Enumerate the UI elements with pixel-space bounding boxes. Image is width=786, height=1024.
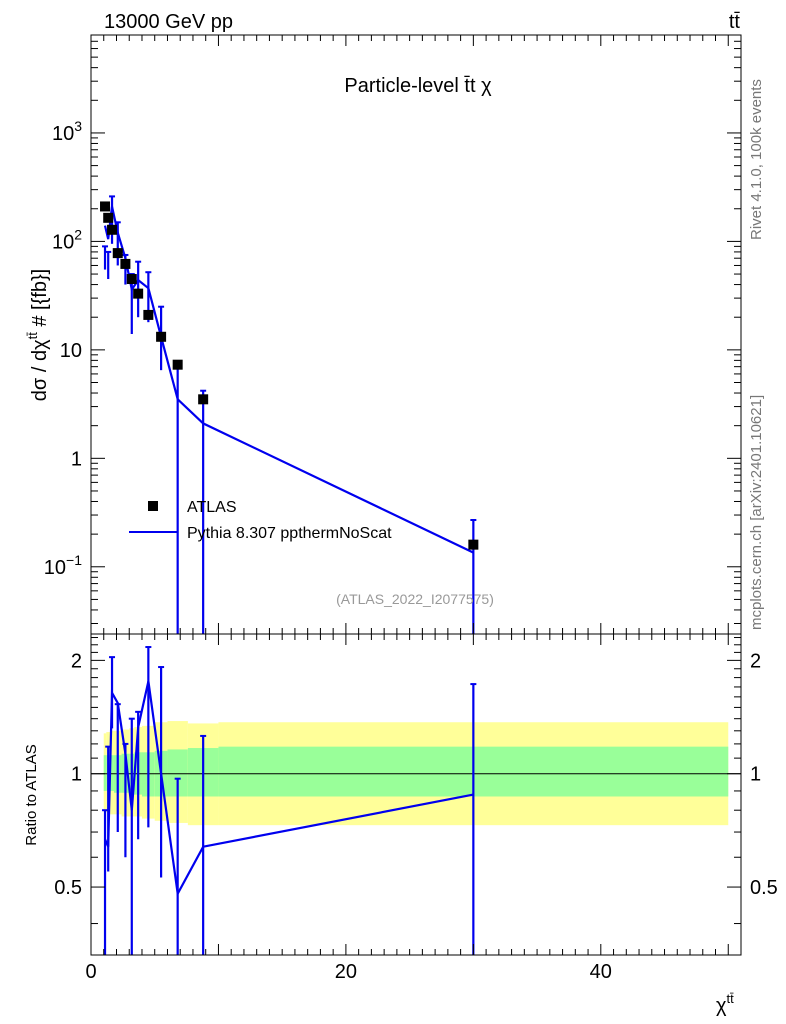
ratio-y-tick-label: 0.5 <box>54 877 82 899</box>
main-y-tick-label: 1 <box>71 448 82 470</box>
atlas-data-point <box>112 248 123 259</box>
ratio-y-tick-label-right: 2 <box>750 650 761 672</box>
x-tick-label: 40 <box>590 961 612 983</box>
main-y-tick-label: 10−1 <box>44 552 82 579</box>
main-y-axis-title: dσ / dχtt̄ # [{fb}] <box>25 269 51 401</box>
atlas-data-point <box>103 212 114 223</box>
ratio-band-inner-bin <box>167 749 188 797</box>
legend-atlas-label: ATLAS <box>187 499 237 516</box>
atlas-data-point <box>172 359 183 370</box>
atlas-data-point <box>120 258 131 269</box>
atlas-data-point <box>198 394 209 405</box>
atlas-data-point <box>468 539 479 550</box>
ratio-y-tick-label: 2 <box>71 650 82 672</box>
analysis-label: (ATLAS_2022_I2077575) <box>336 591 494 607</box>
ratio-band-inner-bin <box>110 755 114 791</box>
atlas-data-point <box>107 224 118 235</box>
x-tick-label: 0 <box>85 961 96 983</box>
atlas-data-point <box>126 274 137 285</box>
process-label: tt̄ <box>729 11 741 33</box>
ratio-y-tick-label-right: 1 <box>750 764 761 786</box>
ratio-band-layer <box>91 721 741 826</box>
mcplots-label: mcplots.cern.ch [arXiv:2401.10621] <box>748 395 765 630</box>
atlas-data-point <box>156 331 167 342</box>
main-y-tick-label: 10 <box>60 340 82 362</box>
energy-label: 13000 GeV pp <box>104 11 233 33</box>
pythia-line <box>103 206 474 554</box>
ratio-frame <box>90 633 742 956</box>
atlas-data-point <box>143 309 154 320</box>
atlas-data-point <box>100 201 111 212</box>
axes-layer: 0 20 40 10−1 1 10 102 103 0.5 0.5 1 1 2 2 <box>44 34 778 983</box>
ratio-band-inner-bin <box>103 755 107 791</box>
legend-pythia-label: Pythia 8.307 ppthermNoScat <box>187 525 392 542</box>
x-axis-title: χtt̄ <box>716 991 734 1017</box>
plot-title: Particle-level t̄t χ <box>344 75 492 97</box>
ratio-series-layer <box>102 646 477 955</box>
atlas-data-point <box>133 288 144 299</box>
legend-atlas-marker <box>148 501 158 511</box>
main-y-tick-label: 103 <box>52 118 82 145</box>
ratio-y-axis-title: Ratio to ATLAS <box>23 744 40 845</box>
ratio-y-tick-label-right: 0.5 <box>750 877 778 899</box>
main-frame <box>90 34 742 635</box>
legend: ATLAS Pythia 8.307 ppthermNoScat <box>129 499 392 542</box>
main-series-layer <box>100 195 479 634</box>
ratio-y-tick-label: 1 <box>71 764 82 786</box>
main-y-tick-label: 102 <box>52 226 82 253</box>
rivet-version-label: Rivet 4.1.0, 100k events <box>748 79 765 240</box>
x-tick-label: 20 <box>335 961 357 983</box>
